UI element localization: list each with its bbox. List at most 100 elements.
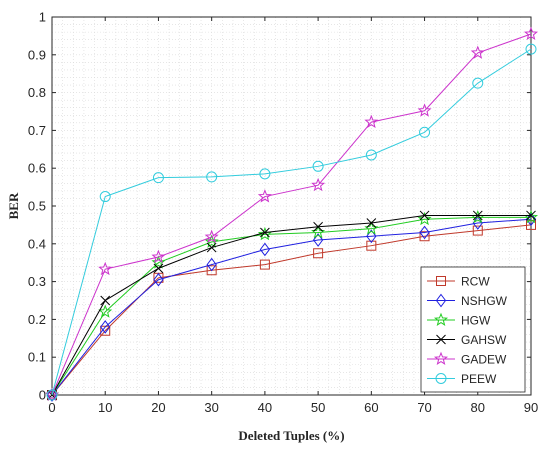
data-point-gadew (470, 45, 485, 59)
data-point-hgw (311, 225, 326, 239)
data-point-gahsw (260, 227, 270, 238)
data-point-nshgw (259, 242, 271, 257)
y-tick-label: 0.2 (28, 312, 46, 327)
x-tick-label: 90 (524, 400, 538, 415)
data-point-peew (525, 43, 537, 55)
data-point-nshgw (206, 257, 217, 272)
data-point-peew (99, 191, 111, 203)
y-tick-label: 0.4 (28, 236, 46, 251)
data-point-rcw (313, 248, 324, 259)
data-point-gahsw (100, 295, 111, 306)
data-point-nshgw (153, 272, 164, 287)
data-point-rcw (472, 225, 483, 236)
data-point-rcw (366, 240, 377, 251)
x-tick-label: 10 (98, 400, 112, 415)
legend: RCW NSHGW HGW GAHSW GADEW PEEW (420, 266, 526, 393)
series-line-nshgw (51, 218, 532, 396)
legend-marker (436, 276, 446, 286)
legend-marker (433, 351, 449, 365)
y-tick-label: 0 (39, 388, 46, 403)
data-point-gahsw (313, 221, 323, 232)
data-point-gadew (364, 114, 379, 129)
y-tick-label: 0.1 (28, 350, 46, 365)
legend-entry: HGW (427, 312, 491, 328)
data-point-peew (365, 149, 377, 161)
data-point-nshgw (312, 233, 324, 247)
y-tick-label: 0.5 (28, 199, 46, 214)
legend-marker (435, 373, 447, 384)
y-axis-title: BER (6, 192, 21, 219)
data-point-gadew (257, 189, 272, 203)
x-tick-label: 70 (417, 400, 431, 415)
legend-box (420, 266, 526, 393)
data-point-gadew (151, 249, 166, 263)
legend-entry: GAHSW (427, 333, 507, 347)
legend-marker (435, 293, 447, 308)
axis-ticks: 0 10 20 30 40 50 60 70 80 90 0 0.1 0.2 0.3 0.4 0.5 0.6 0.… (28, 10, 538, 416)
x-tick-label: 0 (48, 400, 55, 415)
y-tick-label: 0.7 (28, 123, 46, 138)
data-point-gadew (98, 261, 113, 276)
legend-label: HGW (461, 314, 491, 328)
data-point-peew (152, 172, 164, 184)
x-tick-label: 50 (311, 400, 325, 415)
data-point-gadew (204, 229, 219, 243)
data-point-nshgw (419, 225, 430, 240)
data-point-rcw (259, 259, 270, 270)
x-tick-label: 60 (364, 400, 378, 415)
data-point-peew (419, 126, 431, 138)
data-point-gadew (417, 103, 432, 117)
x-tick-label: 20 (151, 400, 165, 415)
series-line-rcw (51, 224, 532, 396)
series-line-peew (51, 48, 532, 396)
data-point-hgw (151, 255, 166, 269)
data-point-peew (259, 168, 271, 180)
y-tick-label: 0.6 (28, 161, 46, 176)
data-point-gahsw (526, 210, 536, 221)
y-tick-label: 1 (39, 10, 46, 25)
x-tick-label: 80 (471, 400, 485, 415)
data-point-rcw (100, 325, 111, 336)
data-point-peew (472, 77, 484, 89)
series-group (44, 26, 539, 402)
data-point-gahsw (366, 218, 377, 228)
x-axis-title: Deleted Tuples (%) (238, 428, 344, 443)
series-line-gahsw (51, 214, 531, 396)
data-point-gahsw (206, 242, 217, 253)
data-point-gadew (311, 177, 326, 192)
data-point-hgw (417, 211, 432, 226)
data-point-peew (206, 171, 218, 183)
series-line-gadew (51, 33, 532, 396)
legend-label: GAHSW (461, 333, 507, 347)
y-tick-label: 0.9 (28, 47, 46, 62)
legend-entry: GADEW (427, 351, 507, 367)
legend-label: GADEW (461, 353, 507, 367)
data-point-peew (312, 160, 324, 172)
legend-entry: PEEW (427, 372, 497, 386)
x-tick-label: 40 (258, 400, 272, 415)
series-peew (46, 43, 537, 401)
data-point-peew (46, 389, 58, 401)
legend-label: RCW (461, 275, 490, 289)
data-point-rcw (419, 231, 430, 242)
data-point-nshgw (100, 320, 111, 334)
series-line-hgw (51, 216, 531, 396)
data-point-hgw (204, 234, 219, 248)
data-point-gahsw (472, 210, 483, 221)
legend-label: PEEW (461, 372, 497, 386)
legend-entry: RCW (427, 275, 490, 289)
data-point-nshgw (366, 229, 377, 244)
legend-marker (433, 312, 449, 326)
data-point-hgw (98, 304, 113, 318)
x-tick-label: 30 (204, 400, 218, 415)
y-tick-label: 0.8 (28, 85, 46, 100)
data-point-gahsw (153, 263, 164, 274)
legend-marker (436, 334, 446, 345)
y-tick-label: 0.3 (28, 274, 46, 289)
legend-entry: NSHGW (427, 293, 508, 308)
data-point-gahsw (419, 210, 430, 221)
data-point-gadew (523, 26, 539, 40)
data-point-rcw (206, 265, 217, 276)
legend-label: NSHGW (461, 294, 508, 308)
